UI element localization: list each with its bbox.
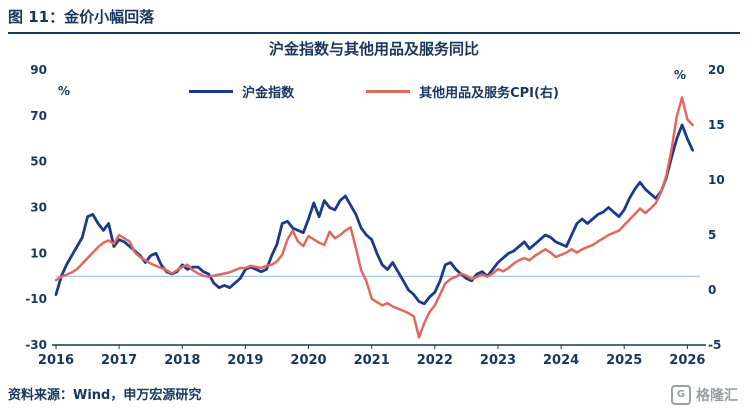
left-axis-unit: % (58, 84, 70, 98)
x-tick-label: 2025 (606, 353, 642, 368)
series-line-cpi (54, 96, 694, 339)
right-axis-unit: % (674, 68, 686, 82)
x-tick-label: 2019 (227, 353, 263, 368)
source-text: 资料来源：Wind，申万宏源研究 (8, 388, 202, 403)
y-right-tick-label: 0 (708, 283, 716, 297)
figure-header: 图 11：金价小幅回落 (8, 6, 740, 34)
y-right-tick-label: 15 (708, 118, 725, 132)
x-tick-label: 2023 (480, 353, 516, 368)
x-tick-label: 2016 (38, 353, 74, 368)
x-tick-label: 2024 (543, 353, 579, 368)
legend-item-gold-index: 沪金指数 (189, 82, 294, 101)
series-line-gold-index (54, 123, 694, 306)
y-left-tick-label: -30 (25, 338, 47, 352)
legend-label-gold-index: 沪金指数 (242, 86, 295, 101)
y-left-tick-label: 70 (30, 109, 47, 123)
gold-index-line-swatch (189, 90, 234, 93)
chart-title: 沪金指数与其他用品及服务同比 (268, 40, 479, 58)
y-left-tick-label: 90 (30, 63, 47, 77)
watermark-text: 格隆汇 (696, 388, 738, 404)
y-right-tick-label: 5 (708, 228, 716, 242)
watermark: G 格隆汇 (671, 385, 738, 405)
gelonghui-logo-icon: G (671, 385, 691, 405)
y-right-tick-label: 10 (708, 173, 725, 187)
y-left-tick-label: 30 (30, 201, 47, 215)
x-tick-label: 2017 (101, 353, 137, 368)
cpi-line-swatch (366, 90, 411, 93)
x-tick-label: 2021 (354, 353, 390, 368)
y-right-tick-label: -5 (708, 338, 721, 352)
y-left-tick-label: -10 (25, 292, 47, 306)
x-tick-label: 2018 (164, 353, 200, 368)
y-right-tick-label: 20 (708, 63, 725, 77)
y-left-tick-label: 10 (30, 246, 47, 260)
chart-footer: 资料来源：Wind，申万宏源研究 (8, 384, 201, 403)
legend-item-cpi: 其他用品及服务CPI(右) (366, 82, 559, 101)
y-left-tick-label: 50 (30, 155, 47, 169)
x-tick-label: 2026 (669, 353, 705, 368)
chart-layers: 2016 2017 2018 2019 2020 2021 2022 2023 2024 2025… (25, 63, 724, 368)
x-tick-label: 2020 (290, 353, 326, 368)
figure-title: 图 11：金价小幅回落 (8, 8, 155, 26)
x-tick-label: 2022 (417, 353, 453, 368)
legend-label-cpi: 其他用品及服务CPI(右) (419, 86, 559, 101)
chart-legend: 沪金指数 其他用品及服务CPI(右) (0, 82, 748, 101)
